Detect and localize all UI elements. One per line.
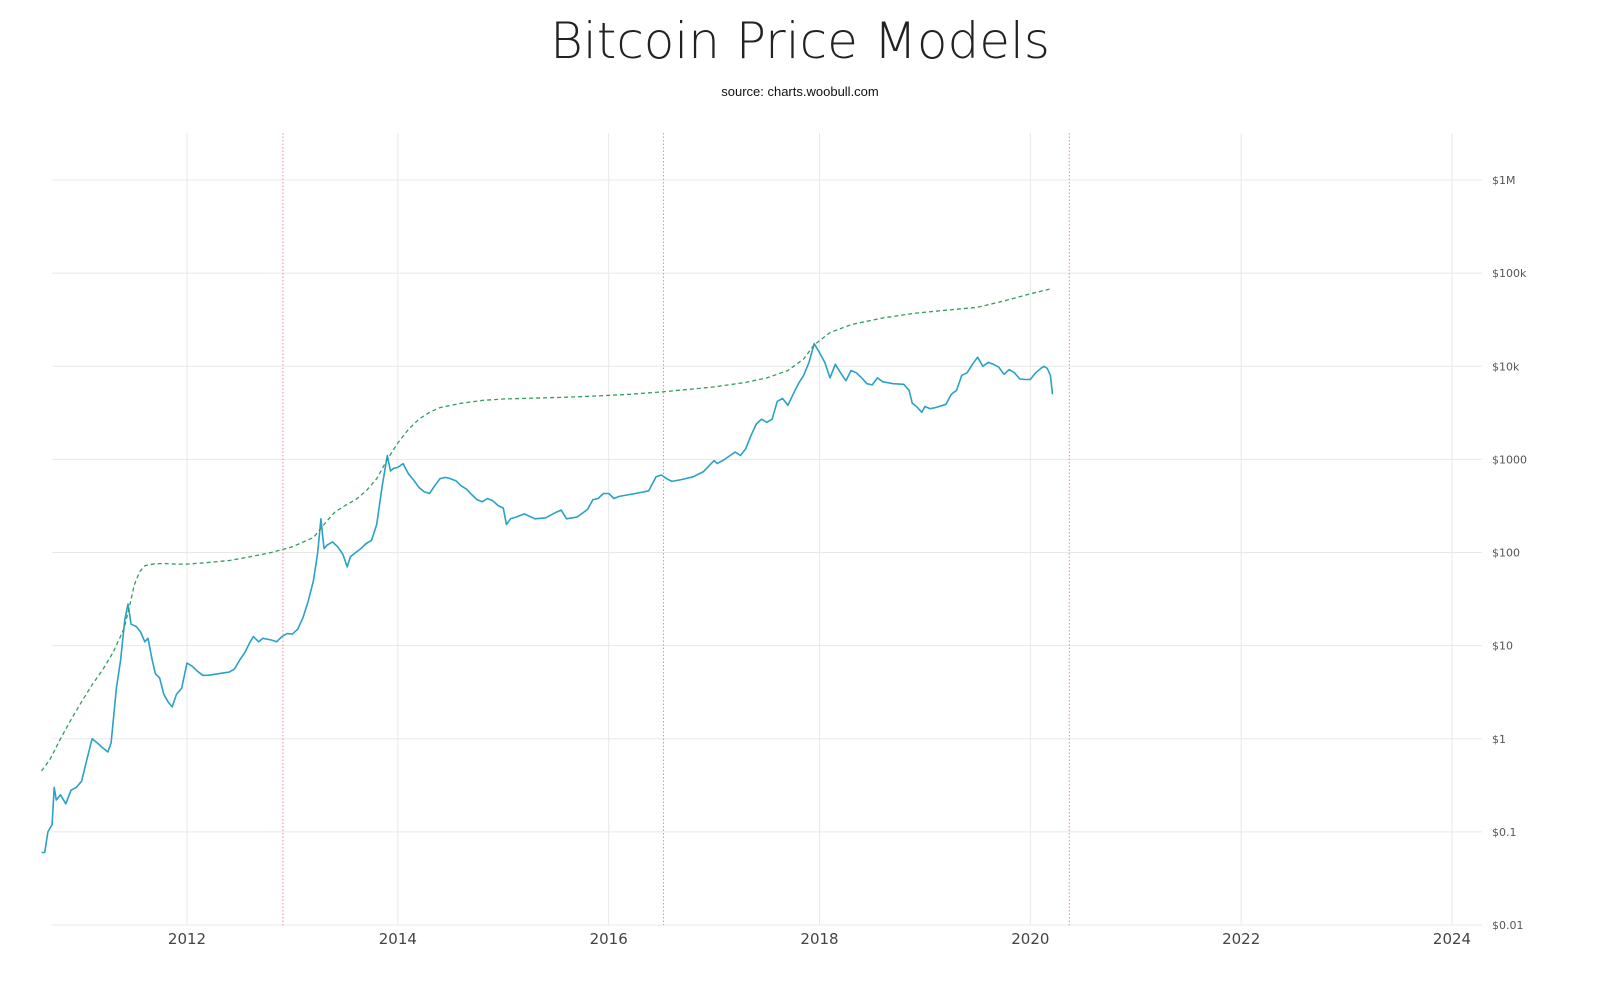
y-tick-label: $0.1 — [1492, 826, 1517, 839]
x-tick-label: 2018 — [800, 930, 838, 948]
y-tick-label: $100 — [1492, 547, 1520, 560]
x-tick-label: 2012 — [168, 930, 206, 948]
y-tick-label: $0.01 — [1492, 919, 1524, 932]
x-axis-ticks: 2012 2014 2016 2018 2020 2022 2024 — [168, 930, 1471, 948]
price-series-line — [41, 342, 1054, 854]
y-axis-ticks: $1M $100k $10k $1000 $100 $10 $1 $0.1 $0.01 — [1492, 174, 1527, 932]
x-tick-label: 2022 — [1222, 930, 1260, 948]
y-tick-label: $1M — [1492, 174, 1516, 187]
chart-title: Bitcoin Price Models — [550, 12, 1050, 70]
chart-subtitle: source: charts.woobull.com — [721, 84, 879, 99]
halving-markers — [282, 133, 1070, 925]
grid-layer — [52, 133, 1482, 926]
x-tick-label: 2016 — [590, 930, 628, 948]
y-tick-label: $10 — [1492, 640, 1513, 653]
x-tick-label: 2024 — [1433, 930, 1471, 948]
series-layer — [40, 288, 1054, 854]
y-tick-label: $10k — [1492, 360, 1520, 373]
model-series-line — [40, 288, 1052, 772]
y-tick-label: $1000 — [1492, 453, 1527, 466]
x-tick-label: 2020 — [1011, 930, 1049, 948]
y-tick-label: $100k — [1492, 267, 1527, 280]
y-tick-label: $1 — [1492, 733, 1506, 746]
x-tick-label: 2014 — [379, 930, 417, 948]
